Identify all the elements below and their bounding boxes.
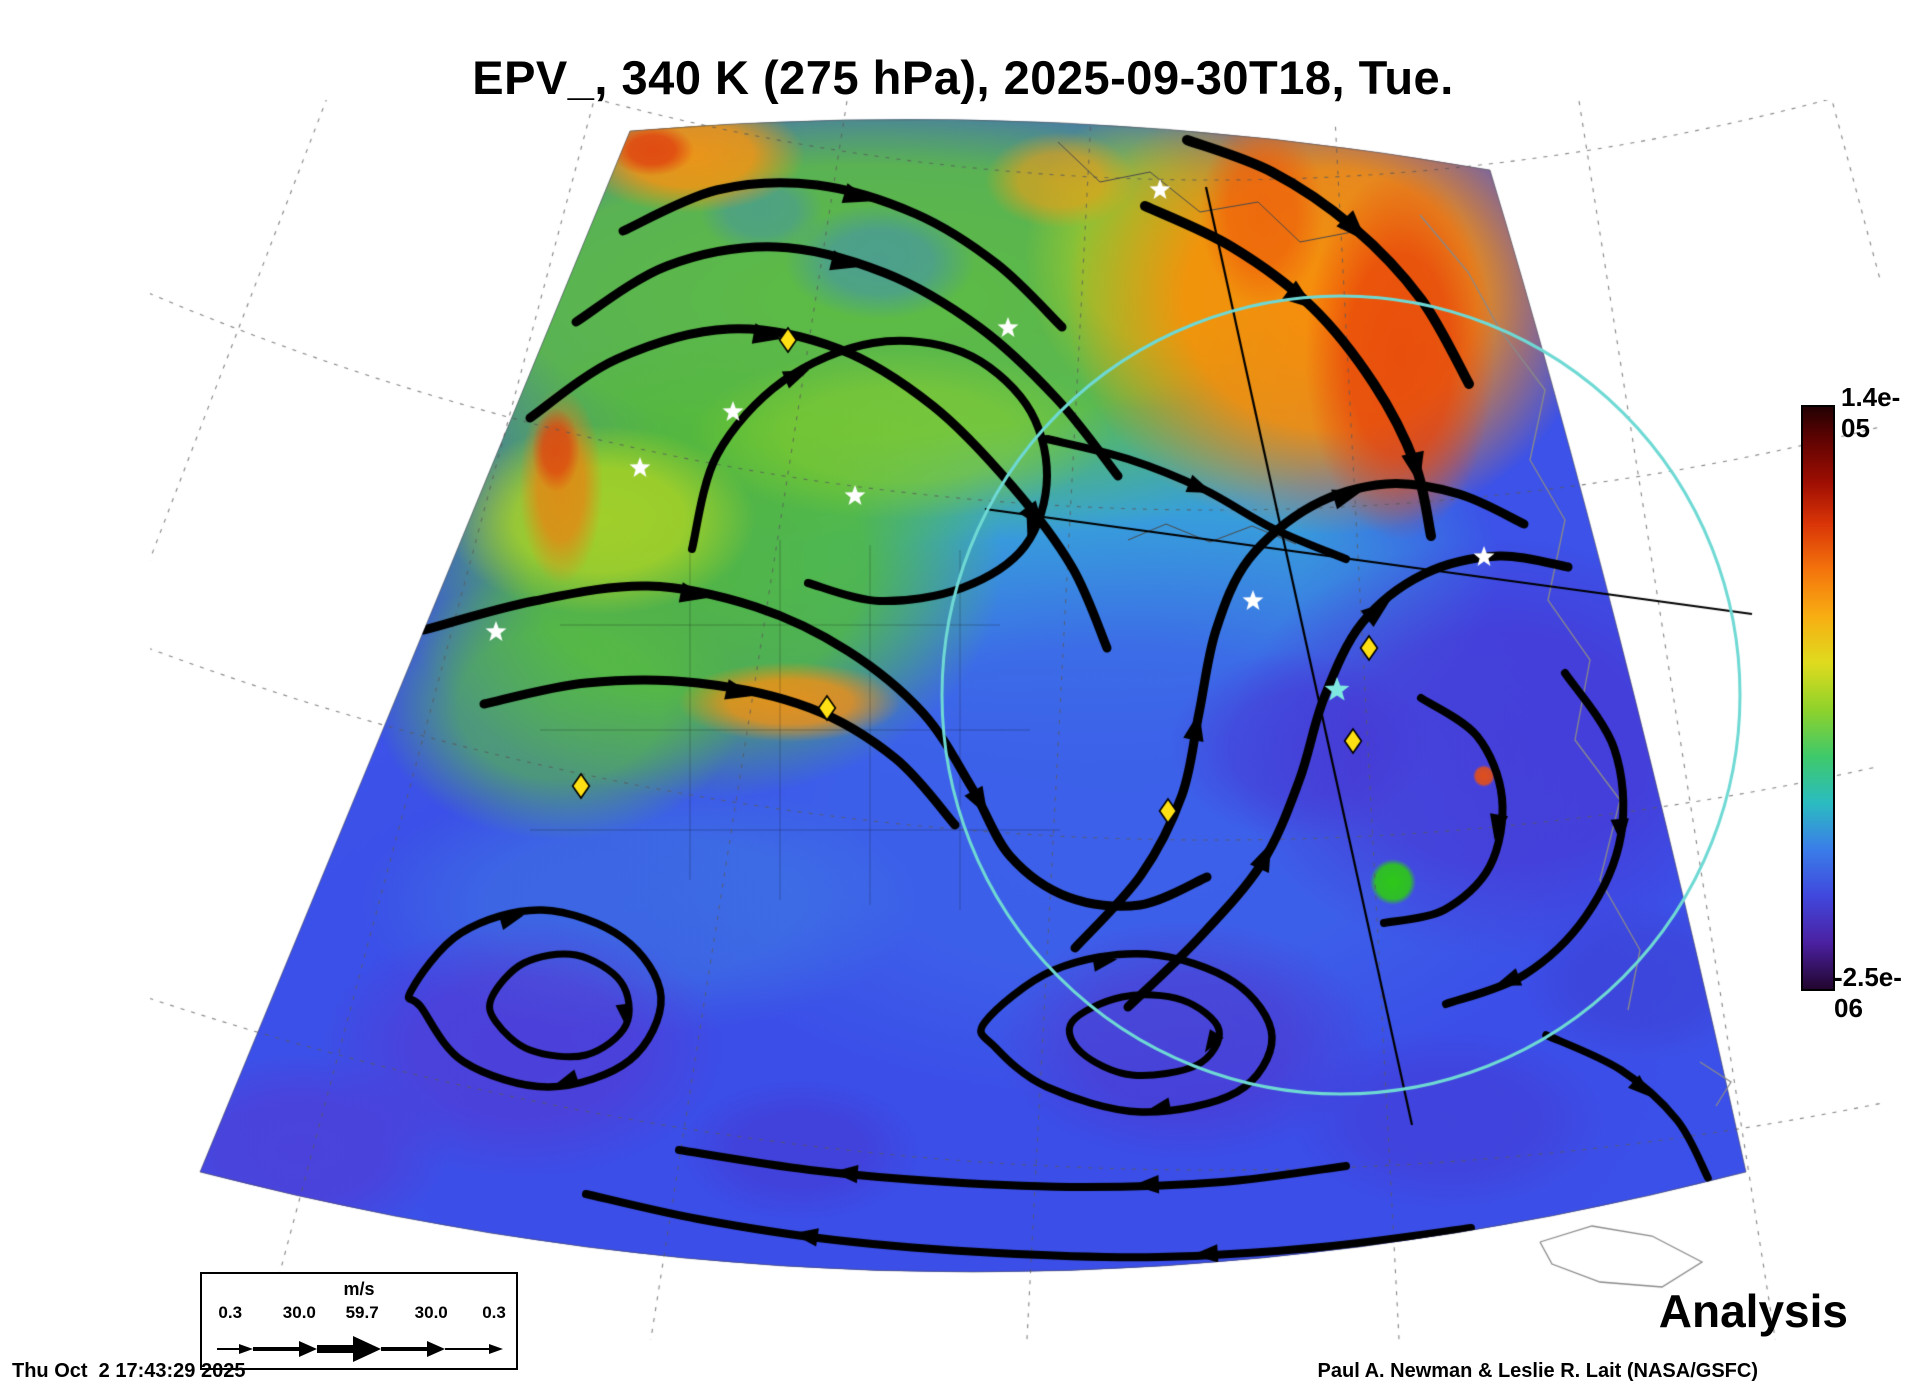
colorbar-min-label: -2.5e-06 (1834, 962, 1902, 1023)
analysis-label: Analysis (1658, 1285, 1848, 1337)
credit-label: Paul A. Newman & Leslie R. Lait (NASA/GS… (1317, 1360, 1758, 1382)
wind-scale-value: 30.0 (414, 1303, 448, 1322)
colorbar-max-label: 1.4e-05 (1841, 382, 1901, 443)
colorbar (1801, 405, 1835, 991)
wind-scale-value: 59.7 (345, 1303, 379, 1322)
wind-scale-value: 30.0 (282, 1303, 316, 1322)
tapered-wind-arrows (217, 1336, 503, 1362)
wind-scale-values: 0.3 30.0 59.7 30.0 0.3 (202, 1303, 516, 1325)
wind-unit-label: m/s (343, 1279, 375, 1299)
timestamp-label: Thu Oct 2 17:43:29 2025 (12, 1360, 246, 1382)
wind-speed-legend: m/s 0.3 30.0 59.7 30.0 0.3 (200, 1272, 518, 1370)
wind-arrow-glyph (217, 1336, 503, 1362)
wind-scale-value: 0.3 (482, 1303, 506, 1322)
wind-scale-value: 0.3 (218, 1303, 243, 1322)
